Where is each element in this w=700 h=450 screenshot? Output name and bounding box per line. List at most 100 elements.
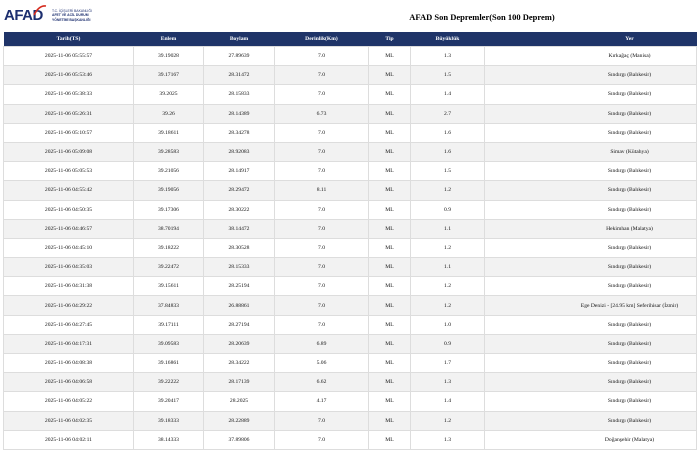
table-cell: 2025-11-06 04:35:03 xyxy=(3,257,134,278)
table-row: 2025-11-06 04:08:38 39.16861 28.34222 5.06 M… xyxy=(3,352,697,374)
header: AFAD T.C. İÇİŞLERİ BAKANLIĞI AFET VE ACİ… xyxy=(0,0,700,32)
column-header[interactable]: Büyüklük xyxy=(410,32,485,47)
table-cell: Sındırgı (Balıkesir) xyxy=(484,84,697,105)
table-cell: 2025-11-06 04:46:57 xyxy=(3,218,134,239)
table-cell: ML xyxy=(368,295,411,316)
table-cell: 4.17 xyxy=(274,391,369,412)
table-cell: 1.1 xyxy=(410,218,485,239)
table-row: 2025-11-06 04:27:45 39.17111 28.27194 7.0 ML… xyxy=(3,314,697,335)
table-cell: 39.22472 xyxy=(133,257,204,278)
table-row: 2025-11-06 05:38:33 39.2025 28.15833 7.0 ML 1… xyxy=(3,84,697,105)
table-cell: 0.9 xyxy=(410,333,485,355)
ministry-line: T.C. İÇİŞLERİ BAKANLIĞI xyxy=(52,9,92,13)
table-row: 2025-11-06 04:02:35 39.18333 28.22889 7.0 ML… xyxy=(3,410,697,431)
table-cell: Hekimhan (Malatya) xyxy=(484,218,697,239)
table-cell: 7.0 xyxy=(274,161,369,182)
table-cell: Sındırgı (Balıkesir) xyxy=(484,352,697,374)
table-row: 2025-11-06 04:06:58 39.22222 28.17139 6.62 M… xyxy=(3,372,697,393)
table-cell: 37.84833 xyxy=(133,295,204,316)
column-header[interactable]: Enlem xyxy=(133,32,204,47)
table-cell: 39.17306 xyxy=(133,199,204,220)
table-cell: 1.6 xyxy=(410,122,485,143)
table-cell: 7.0 xyxy=(274,429,369,450)
table-cell: 7.0 xyxy=(274,141,369,163)
table-row: 2025-11-06 04:05:22 39.20417 28.2025 4.17 ML… xyxy=(3,391,697,412)
table-cell: 38.14333 xyxy=(133,429,204,450)
table-cell: 39.09583 xyxy=(133,333,204,355)
table-cell: Sındırgı (Balıkesir) xyxy=(484,391,697,412)
table-cell: ML xyxy=(368,372,411,393)
table-cell: Sındırgı (Balıkesir) xyxy=(484,333,697,355)
table-cell: 7.0 xyxy=(274,276,369,297)
table-cell: 39.26 xyxy=(133,103,204,124)
table-cell: 6.73 xyxy=(274,103,369,124)
table-row: 2025-11-06 04:50:35 39.17306 28.30222 7.0 ML… xyxy=(3,199,697,220)
table-cell: 6.89 xyxy=(274,333,369,355)
ministry-line: AFET VE ACİL DURUM xyxy=(52,13,89,18)
table-body: 2025-11-06 05:55:57 39.19028 27.89639 7.0 ML… xyxy=(3,45,697,450)
table-cell: 7.0 xyxy=(274,314,369,335)
table-cell: 28.34222 xyxy=(203,352,275,374)
table-cell: 39.16861 xyxy=(133,352,204,374)
table-cell: 1.3 xyxy=(410,429,485,450)
table-cell: 1.3 xyxy=(410,372,485,393)
table-cell: 1.0 xyxy=(410,314,485,335)
table-cell: 2025-11-06 04:31:38 xyxy=(3,276,134,297)
table-cell: 39.18611 xyxy=(133,122,204,143)
table-row: 2025-11-06 04:31:38 39.15611 28.25194 7.0 ML… xyxy=(3,276,697,297)
column-header[interactable]: Derinlik(Km) xyxy=(274,32,369,47)
table-cell: Sındırgı (Balıkesir) xyxy=(484,180,697,201)
table-cell: 1.2 xyxy=(410,276,485,297)
column-header[interactable]: Tarih(TS) xyxy=(3,32,134,47)
table-cell: ML xyxy=(368,103,411,124)
table-cell: Sındırgı (Balıkesir) xyxy=(484,257,697,278)
column-header[interactable]: Tip xyxy=(368,32,411,47)
table-cell: 28.25194 xyxy=(203,276,275,297)
column-header[interactable]: Boylam xyxy=(203,32,275,47)
table-cell: 28.34278 xyxy=(203,122,275,143)
table-cell: 2025-11-06 04:55:42 xyxy=(3,180,134,201)
table-cell: 2025-11-06 04:08:38 xyxy=(3,352,134,374)
table-cell: 1.1 xyxy=(410,257,485,278)
table-cell: 39.21056 xyxy=(133,161,204,182)
table-cell: ML xyxy=(368,180,411,201)
table-cell: 2025-11-06 04:02:11 xyxy=(3,429,134,450)
column-header[interactable]: Yer xyxy=(484,32,697,47)
table-cell: ML xyxy=(368,45,411,67)
table-cell: 7.0 xyxy=(274,199,369,220)
table-cell: ML xyxy=(368,391,411,412)
table-cell: ML xyxy=(368,161,411,182)
header-row: Tarih(TS) Enlem Boylam Derinlik(Km) Tip Büyük… xyxy=(3,32,697,47)
table-cell: 28.17139 xyxy=(203,372,275,393)
table-cell: 39.17111 xyxy=(133,314,204,335)
table-cell: 39.22222 xyxy=(133,372,204,393)
table-cell: ML xyxy=(368,333,411,355)
table-cell: 39.20417 xyxy=(133,391,204,412)
table-cell: Sındırgı (Balıkesir) xyxy=(484,199,697,220)
table-cell: 2025-11-06 05:53:46 xyxy=(3,65,134,86)
table-cell: 1.3 xyxy=(410,45,485,67)
table-cell: 28.29472 xyxy=(203,180,275,201)
table-cell: 2025-11-06 04:27:45 xyxy=(3,314,134,335)
table-cell: 2025-11-06 04:05:22 xyxy=(3,391,134,412)
table-cell: 39.19056 xyxy=(133,180,204,201)
ministry-line: YÖNETİMİ BAŞKANLIĞI xyxy=(52,17,91,22)
table-cell: Sındırgı (Balıkesir) xyxy=(484,161,697,182)
table-cell: 2025-11-06 05:55:57 xyxy=(3,45,134,67)
table-cell: 37.89806 xyxy=(203,429,275,450)
table-cell: 2025-11-06 04:02:35 xyxy=(3,410,134,431)
table-row: 2025-11-06 05:53:46 39.17167 28.31472 7.0 ML… xyxy=(3,65,697,86)
table-cell: 28.30528 xyxy=(203,237,275,259)
table-cell: 2025-11-06 05:09:08 xyxy=(3,141,134,163)
table-cell: ML xyxy=(368,237,411,259)
table-cell: 27.89639 xyxy=(203,45,275,67)
table-cell: 1.5 xyxy=(410,161,485,182)
table-cell: 7.0 xyxy=(274,122,369,143)
table-cell: 2025-11-06 04:29:22 xyxy=(3,295,134,316)
table-cell: 2025-11-06 04:17:31 xyxy=(3,333,134,355)
table-cell: 2025-11-06 05:05:53 xyxy=(3,161,134,182)
table-cell: ML xyxy=(368,314,411,335)
table-row: 2025-11-06 05:55:57 39.19028 27.89639 7.0 ML… xyxy=(3,45,697,67)
table-cell: 6.62 xyxy=(274,372,369,393)
